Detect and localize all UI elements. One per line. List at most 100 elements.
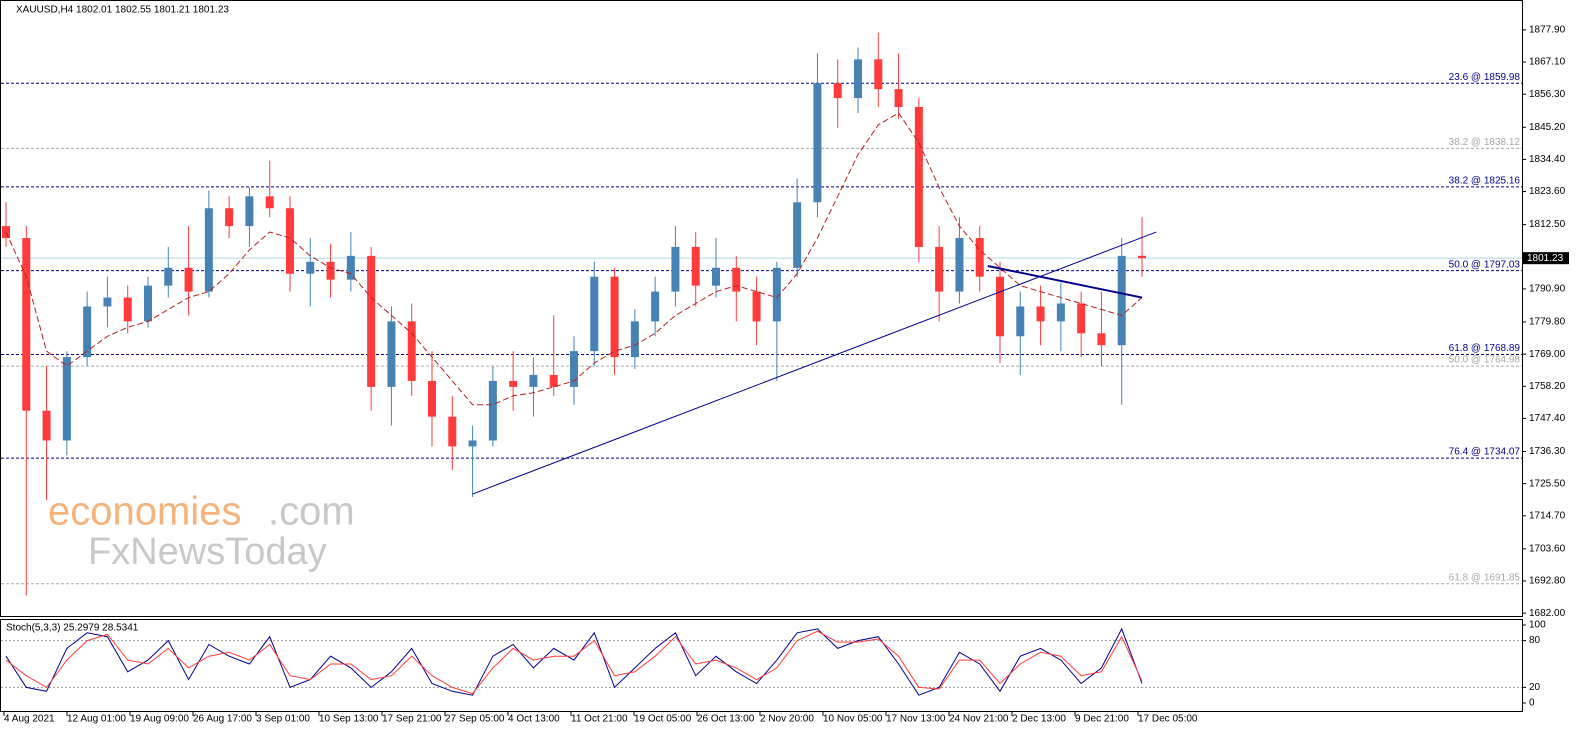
candle-body xyxy=(529,374,538,387)
candle-body xyxy=(164,267,173,286)
watermark: economies .com FxNewsToday xyxy=(48,490,355,573)
y-tick-label: 1834.40 xyxy=(1529,154,1566,165)
watermark-text: .com xyxy=(268,490,355,534)
stoch-line xyxy=(5,630,1143,695)
stoch-tick-label: 20 xyxy=(1529,682,1541,693)
fib-label: 38.2 @ 1838.12 xyxy=(1449,137,1521,148)
candle-body xyxy=(286,208,294,274)
x-tick-label: 10 Nov 05:00 xyxy=(823,714,883,725)
candle-body xyxy=(509,380,518,387)
y-tick-label: 1682.00 xyxy=(1529,608,1566,619)
candle-body xyxy=(306,261,315,274)
candle-body xyxy=(1097,333,1106,346)
x-tick-label: 24 Nov 21:00 xyxy=(949,714,1009,725)
fib-label: 38.2 @ 1825.16 xyxy=(1449,176,1521,187)
candle-body xyxy=(83,306,92,358)
candle-body xyxy=(752,291,761,322)
fib-label: 61.8 @ 1768.89 xyxy=(1449,343,1521,354)
stoch-line xyxy=(5,627,1143,696)
candle-body xyxy=(265,196,274,209)
fib-label: 76.4 @ 1734.07 xyxy=(1449,447,1521,458)
x-tick-label: 2 Nov 20:00 xyxy=(760,714,814,725)
x-tick-label: 26 Oct 13:00 xyxy=(697,714,755,725)
candle-body xyxy=(894,89,903,108)
y-tick-label: 1747.40 xyxy=(1529,413,1566,424)
candle-body xyxy=(387,321,396,387)
y-tick-label: 1845.20 xyxy=(1529,122,1566,133)
candle-body xyxy=(590,276,599,352)
y-tick-label: 1823.60 xyxy=(1529,186,1566,197)
x-tick-label: 17 Sep 21:00 xyxy=(382,714,442,725)
candle-body xyxy=(935,246,944,292)
trendline xyxy=(987,265,1143,299)
candle-body xyxy=(955,238,964,292)
candle-body xyxy=(874,59,883,90)
candle-body xyxy=(1117,255,1126,346)
y-tick-label: 1877.90 xyxy=(1529,25,1566,36)
candle-body xyxy=(448,416,457,447)
x-tick-label: 26 Aug 17:00 xyxy=(193,714,252,725)
x-tick-label: 4 Oct 13:00 xyxy=(508,714,560,725)
y-tick-label: 1856.30 xyxy=(1529,89,1566,100)
stoch-title: Stoch(5,3,3) 25.2979 28.5341 xyxy=(6,623,139,634)
candle-body xyxy=(103,297,112,307)
stoch-tick-label: 0 xyxy=(1529,698,1535,709)
price-label: 1801.23 xyxy=(1527,253,1564,264)
candle-body xyxy=(326,261,335,280)
candle-body xyxy=(854,59,862,99)
x-tick-label: 4 Aug 2021 xyxy=(4,714,55,725)
fib-label: 50.0 @ 1764.98 xyxy=(1449,355,1521,366)
candle-body xyxy=(123,297,132,322)
candle-body xyxy=(1016,306,1025,337)
candle-body xyxy=(772,267,781,322)
y-tick-label: 1703.60 xyxy=(1529,543,1566,554)
chart-title: XAUUSD,H4 1802.01 1802.55 1801.21 1801.2… xyxy=(16,5,229,16)
candle-body xyxy=(549,374,558,387)
candle-body xyxy=(407,321,416,381)
candle-body xyxy=(1056,303,1065,322)
candle-body xyxy=(691,246,700,286)
x-tick-label: 19 Aug 09:00 xyxy=(130,714,189,725)
x-tick-label: 17 Dec 05:00 xyxy=(1138,714,1198,725)
candle-body xyxy=(732,267,741,292)
price-tag xyxy=(1523,252,1569,265)
candle-body xyxy=(22,238,31,411)
y-tick-label: 1692.80 xyxy=(1529,576,1566,587)
y-tick-label: 1812.50 xyxy=(1529,219,1566,230)
fib-label: 50.0 @ 1797.03 xyxy=(1449,259,1521,270)
moving-average xyxy=(5,112,1143,406)
y-tick-label: 1725.50 xyxy=(1529,478,1566,489)
candle-body xyxy=(204,208,213,292)
x-tick-label: 2 Dec 13:00 xyxy=(1012,714,1066,725)
candle-body xyxy=(914,107,923,247)
x-tick-label: 3 Sep 01:00 xyxy=(256,714,310,725)
candle-body xyxy=(1077,303,1086,334)
x-tick-label: 17 Nov 13:00 xyxy=(886,714,946,725)
candle-body xyxy=(62,357,71,441)
x-tick-label: 10 Sep 13:00 xyxy=(319,714,379,725)
y-tick-label: 1736.30 xyxy=(1529,446,1566,457)
stoch-pane xyxy=(0,619,1523,712)
candle-body xyxy=(245,196,254,227)
trendline xyxy=(472,231,1157,495)
candle-body xyxy=(42,410,51,441)
x-tick-label: 9 Dec 21:00 xyxy=(1075,714,1129,725)
candle-body xyxy=(975,238,984,277)
stoch-tick-label: 100 xyxy=(1529,620,1546,631)
y-tick-label: 1714.70 xyxy=(1529,510,1566,521)
watermark-text: economies xyxy=(48,490,241,534)
candle-body xyxy=(225,208,234,227)
candle-body xyxy=(1036,306,1045,322)
candle-body xyxy=(833,83,842,99)
x-tick-label: 12 Aug 01:00 xyxy=(67,714,126,725)
candle-body xyxy=(1138,255,1146,259)
candle-body xyxy=(793,202,802,268)
candle-body xyxy=(630,321,639,358)
fib-label: 61.8 @ 1691.85 xyxy=(1449,572,1521,583)
y-tick-label: 1867.10 xyxy=(1529,57,1566,68)
candle-body xyxy=(712,267,720,286)
candle-body xyxy=(813,83,822,203)
x-tick-label: 27 Sep 05:00 xyxy=(445,714,505,725)
main-pane xyxy=(0,0,1523,617)
